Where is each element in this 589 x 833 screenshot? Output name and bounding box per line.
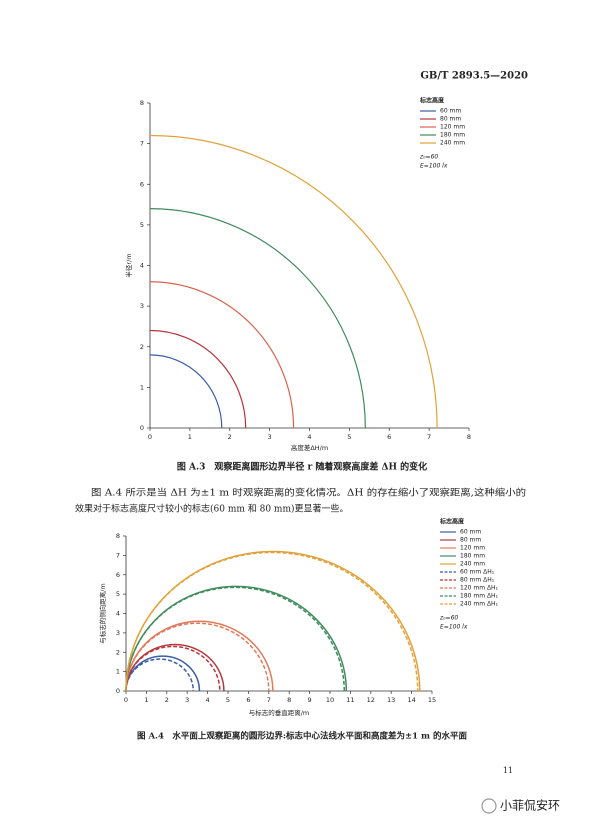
legend-label: 240 mm ΔH₁ bbox=[460, 601, 499, 608]
annotation: E=100 lx bbox=[420, 163, 448, 170]
legend-label: 120 mm bbox=[460, 545, 485, 552]
x-tick-label: 4 bbox=[206, 696, 210, 704]
x-tick-label: 1 bbox=[188, 433, 192, 441]
x-tick-label: 4 bbox=[307, 433, 311, 441]
annotation: E=100 lx bbox=[440, 624, 468, 631]
y-axis-label: 半径r/m bbox=[124, 253, 133, 277]
y-tick-label: 6 bbox=[140, 180, 144, 188]
series-curve bbox=[125, 622, 270, 692]
x-tick-label: 10 bbox=[326, 696, 334, 704]
x-tick-label: 8 bbox=[287, 696, 291, 704]
y-tick-label: 5 bbox=[116, 590, 120, 598]
legend-label: 240 mm bbox=[460, 561, 485, 568]
x-tick-label: 3 bbox=[268, 433, 272, 441]
x-tick-label: 5 bbox=[226, 696, 230, 704]
paragraph-line: 效果对于标志高度尺寸较小的标志(60 mm 和 80 mm)更显著一些。 bbox=[75, 503, 349, 515]
x-tick-label: 2 bbox=[165, 696, 169, 704]
legend-label: 240 mm bbox=[440, 140, 465, 147]
legend-label: 60 mm bbox=[460, 529, 481, 536]
y-tick-label: 2 bbox=[116, 648, 120, 656]
legend-label: 60 mm ΔH₁ bbox=[460, 569, 495, 576]
legend-label: 180 mm bbox=[460, 553, 485, 560]
y-tick-label: 1 bbox=[116, 668, 120, 676]
legend-title: 标志高度 bbox=[419, 97, 445, 105]
series-curve bbox=[125, 658, 195, 692]
x-tick-label: 6 bbox=[246, 696, 250, 704]
page-number: 11 bbox=[503, 766, 513, 775]
legend-label: 60 mm bbox=[440, 108, 461, 115]
series-curve bbox=[149, 329, 247, 429]
y-tick-label: 3 bbox=[116, 629, 120, 637]
series-curve bbox=[125, 551, 419, 692]
x-tick-label: 13 bbox=[387, 696, 395, 704]
legend-label: 80 mm bbox=[460, 537, 481, 544]
y-axis-label: 与标志的侧向距离/m bbox=[98, 583, 107, 644]
y-tick-label: 4 bbox=[140, 262, 144, 270]
x-tick-label: 7 bbox=[267, 696, 271, 704]
legend-label: 180 mm bbox=[440, 132, 465, 139]
y-tick-label: 0 bbox=[116, 687, 120, 695]
paragraph-line: 图 A.4 所示是当 ΔH 为±1 m 时观察距离的变化情况。ΔH 的存在缩小了… bbox=[91, 487, 526, 499]
caption: 图 A.4 水平面上观察距离的圆形边界:标志中心法线水平面和高度差为±1 m 的… bbox=[137, 731, 468, 742]
series-curve bbox=[125, 645, 221, 692]
series-curve bbox=[149, 134, 438, 429]
x-tick-label: 9 bbox=[308, 696, 312, 704]
legend-label: 180 mm ΔH₁ bbox=[460, 593, 499, 600]
x-tick-label: 5 bbox=[347, 433, 351, 441]
x-axis-label: 与标志的垂直距离/m bbox=[249, 708, 310, 717]
x-tick-label: 14 bbox=[407, 696, 415, 704]
annotation: z₀=60 bbox=[419, 154, 438, 161]
x-tick-label: 8 bbox=[467, 433, 471, 441]
x-tick-label: 2 bbox=[228, 433, 232, 441]
series-curve bbox=[149, 208, 366, 429]
y-tick-label: 7 bbox=[140, 140, 144, 148]
y-tick-label: 1 bbox=[140, 383, 144, 391]
watermark: 小菲侃安环 bbox=[500, 798, 560, 813]
x-tick-label: 0 bbox=[124, 696, 128, 704]
x-tick-label: 12 bbox=[367, 696, 375, 704]
y-tick-label: 8 bbox=[116, 532, 120, 540]
x-tick-label: 15 bbox=[428, 696, 436, 704]
legend-label: 120 mm bbox=[440, 124, 465, 131]
y-tick-label: 3 bbox=[140, 302, 144, 310]
x-tick-label: 6 bbox=[387, 433, 391, 441]
x-tick-label: 1 bbox=[144, 696, 148, 704]
series-curve bbox=[149, 281, 295, 429]
x-tick-label: 0 bbox=[148, 433, 152, 441]
y-tick-label: 4 bbox=[116, 610, 120, 618]
x-tick-label: 11 bbox=[346, 696, 354, 704]
y-tick-label: 8 bbox=[140, 99, 144, 107]
y-tick-label: 5 bbox=[140, 221, 144, 229]
y-tick-label: 2 bbox=[140, 343, 144, 351]
annotation: z₀=60 bbox=[439, 615, 458, 622]
x-tick-label: 3 bbox=[185, 696, 189, 704]
legend-label: 120 mm ΔH₁ bbox=[460, 585, 499, 592]
series-curve bbox=[149, 354, 223, 429]
x-axis-label: 高度差ΔH/m bbox=[291, 443, 328, 452]
legend-label: 80 mm ΔH₁ bbox=[460, 577, 495, 584]
y-tick-label: 7 bbox=[116, 551, 120, 559]
legend-label: 80 mm bbox=[440, 116, 461, 123]
watermark-icon bbox=[481, 798, 497, 814]
y-tick-label: 6 bbox=[116, 571, 120, 579]
y-tick-label: 0 bbox=[140, 424, 144, 432]
x-tick-label: 7 bbox=[427, 433, 431, 441]
header-code: GB/T 2893.5—2020 bbox=[420, 71, 528, 82]
caption: 图 A.3 观察距离圆形边界半径 r 随着观察高度差 ΔH 的变化 bbox=[177, 461, 427, 473]
legend-title: 标志高度 bbox=[439, 518, 465, 526]
series-curve bbox=[125, 586, 346, 692]
